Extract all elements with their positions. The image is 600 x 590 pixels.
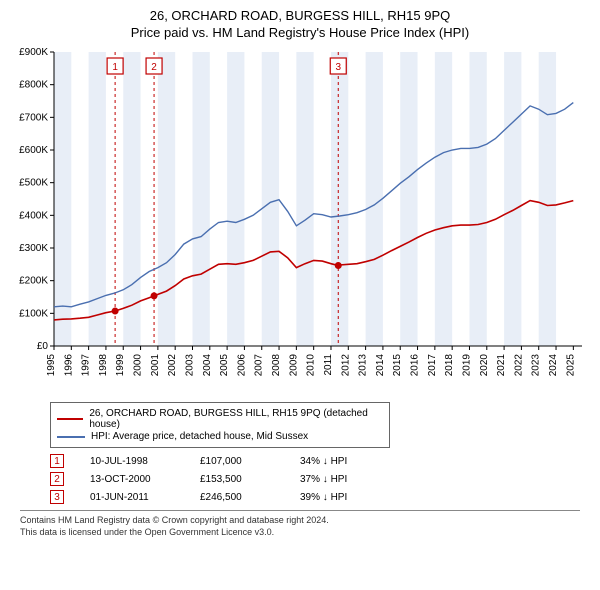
x-tick-label: 2002 (167, 354, 178, 377)
x-tick-label: 2011 (323, 354, 334, 376)
x-tick-label: 2007 (254, 354, 265, 377)
sales-row: 3 01-JUN-2011£246,50039% ↓ HPI (50, 490, 580, 504)
sales-marker: 2 (50, 472, 64, 486)
x-tick-label: 2001 (150, 354, 161, 377)
sales-date: 10-JUL-1998 (90, 456, 200, 467)
y-tick-label: £400K (19, 210, 48, 221)
x-tick-label: 2018 (444, 354, 455, 377)
x-tick-label: 2010 (306, 354, 317, 377)
year-band (192, 52, 209, 346)
x-tick-label: 2023 (531, 354, 542, 377)
x-tick-label: 1995 (46, 354, 57, 377)
x-tick-label: 2017 (427, 354, 438, 377)
x-tick-label: 2021 (496, 354, 507, 377)
x-tick-label: 2019 (461, 354, 472, 377)
sales-date: 01-JUN-2011 (90, 492, 200, 503)
x-tick-label: 2015 (392, 354, 403, 377)
chart-title-address: 26, ORCHARD ROAD, BURGESS HILL, RH15 9PQ (10, 8, 590, 23)
y-tick-label: £200K (19, 276, 48, 287)
chart-container: 26, ORCHARD ROAD, BURGESS HILL, RH15 9PQ… (0, 0, 600, 544)
sale-dot (335, 262, 342, 269)
x-tick-label: 2024 (548, 354, 559, 377)
y-tick-label: £0 (37, 341, 49, 352)
sales-marker: 3 (50, 490, 64, 504)
year-band (331, 52, 348, 346)
sales-marker: 1 (50, 454, 64, 468)
x-tick-label: 2008 (271, 354, 282, 377)
x-tick-label: 2012 (340, 354, 351, 377)
x-tick-label: 2006 (236, 354, 247, 377)
x-tick-label: 2003 (184, 354, 195, 377)
year-band (400, 52, 417, 346)
legend-label: HPI: Average price, detached house, Mid … (91, 431, 308, 442)
x-tick-label: 1996 (63, 354, 74, 377)
x-tick-label: 2022 (513, 354, 524, 377)
x-tick-label: 2014 (375, 354, 386, 377)
x-tick-label: 2013 (358, 354, 369, 377)
y-tick-label: £900K (19, 47, 48, 58)
x-tick-label: 1998 (98, 354, 109, 377)
chart-svg: £0 £100K £200K £300K £400K £500K £600K £700K £80… (10, 46, 590, 396)
year-band (262, 52, 279, 346)
year-band (469, 52, 486, 346)
year-band (539, 52, 556, 346)
sales-price: £107,000 (200, 456, 300, 467)
plot-area: £0 £100K £200K £300K £400K £500K £600K £700K £80… (10, 46, 590, 396)
sale-marker-num: 1 (112, 62, 118, 73)
year-band (227, 52, 244, 346)
year-band (89, 52, 106, 346)
x-tick-label: 2005 (219, 354, 230, 377)
sale-dot (112, 308, 119, 315)
footer-line2: This data is licensed under the Open Gov… (20, 527, 580, 539)
year-band (435, 52, 452, 346)
x-tick-label: 1997 (81, 354, 92, 377)
x-tick-label: 2020 (479, 354, 490, 377)
x-tick-label: 1999 (115, 354, 126, 377)
sales-price: £153,500 (200, 474, 300, 485)
sales-price: £246,500 (200, 492, 300, 503)
chart-title-subtitle: Price paid vs. HM Land Registry's House … (10, 25, 590, 40)
y-tick-label: £800K (19, 80, 48, 91)
legend-label: 26, ORCHARD ROAD, BURGESS HILL, RH15 9PQ… (89, 408, 383, 430)
sales-comparison: 37% ↓ HPI (300, 474, 400, 485)
sale-dot (151, 292, 158, 299)
sales-comparison: 34% ↓ HPI (300, 456, 400, 467)
sales-date: 13-OCT-2000 (90, 474, 200, 485)
x-tick-label: 2000 (133, 354, 144, 377)
x-tick-label: 2016 (410, 354, 421, 377)
legend-row: HPI: Average price, detached house, Mid … (57, 431, 383, 442)
x-tick-label: 2009 (288, 354, 299, 377)
y-tick-label: £700K (19, 112, 48, 123)
sale-marker-num: 2 (151, 62, 157, 73)
x-tick-label: 2025 (565, 354, 576, 377)
y-tick-label: £500K (19, 178, 48, 189)
legend-swatch (57, 436, 85, 438)
sales-row: 2 13-OCT-2000£153,50037% ↓ HPI (50, 472, 580, 486)
y-tick-label: £300K (19, 243, 48, 254)
year-band (296, 52, 313, 346)
sales-row: 1 10-JUL-1998£107,00034% ↓ HPI (50, 454, 580, 468)
year-band (54, 52, 71, 346)
x-tick-label: 2004 (202, 354, 213, 377)
sales-table: 1 10-JUL-1998£107,00034% ↓ HPI 2 13-OCT-200… (50, 454, 580, 504)
legend-swatch (57, 418, 83, 420)
year-band (366, 52, 383, 346)
y-tick-label: £600K (19, 145, 48, 156)
footer-line1: Contains HM Land Registry data © Crown c… (20, 515, 580, 527)
legend-row: 26, ORCHARD ROAD, BURGESS HILL, RH15 9PQ… (57, 408, 383, 430)
footer-attribution: Contains HM Land Registry data © Crown c… (20, 510, 580, 538)
year-band (158, 52, 175, 346)
y-tick-label: £100K (19, 308, 48, 319)
year-band (504, 52, 521, 346)
legend-box: 26, ORCHARD ROAD, BURGESS HILL, RH15 9PQ… (50, 402, 390, 448)
sale-marker-num: 3 (335, 62, 341, 73)
sales-comparison: 39% ↓ HPI (300, 492, 400, 503)
